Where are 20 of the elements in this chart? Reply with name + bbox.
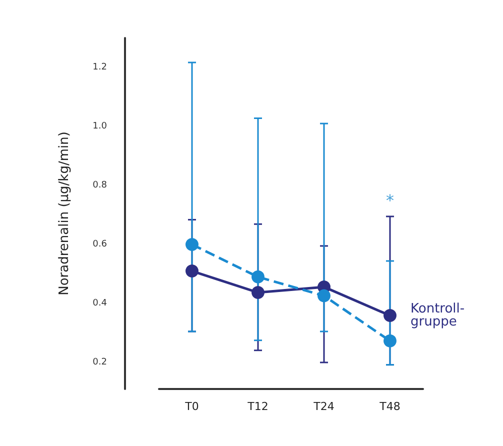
y-tick-label: 0.6 xyxy=(92,239,108,250)
y-tick-label: 0.8 xyxy=(92,180,108,190)
y-tick-label: 1.0 xyxy=(92,121,108,132)
y-tick-label: 0.4 xyxy=(92,298,108,308)
x-tick-label: T24 xyxy=(312,400,334,413)
x-tick-label: T0 xyxy=(184,400,199,413)
y-tick-label: 1.2 xyxy=(92,62,107,72)
y-tick-label: 0.2 xyxy=(92,357,107,368)
point xyxy=(384,334,396,348)
x-tick-label: T48 xyxy=(378,400,400,413)
annotation: * xyxy=(386,190,394,210)
point xyxy=(318,289,330,302)
x-tick-label: T12 xyxy=(246,400,268,413)
y-axis-title: Noradrenalin (µg/kg/min) xyxy=(57,132,72,296)
point xyxy=(252,286,264,300)
point xyxy=(186,238,198,251)
point xyxy=(384,309,396,322)
point xyxy=(252,270,264,284)
point xyxy=(186,264,198,278)
series-label: Kontroll- gruppe xyxy=(410,302,465,330)
